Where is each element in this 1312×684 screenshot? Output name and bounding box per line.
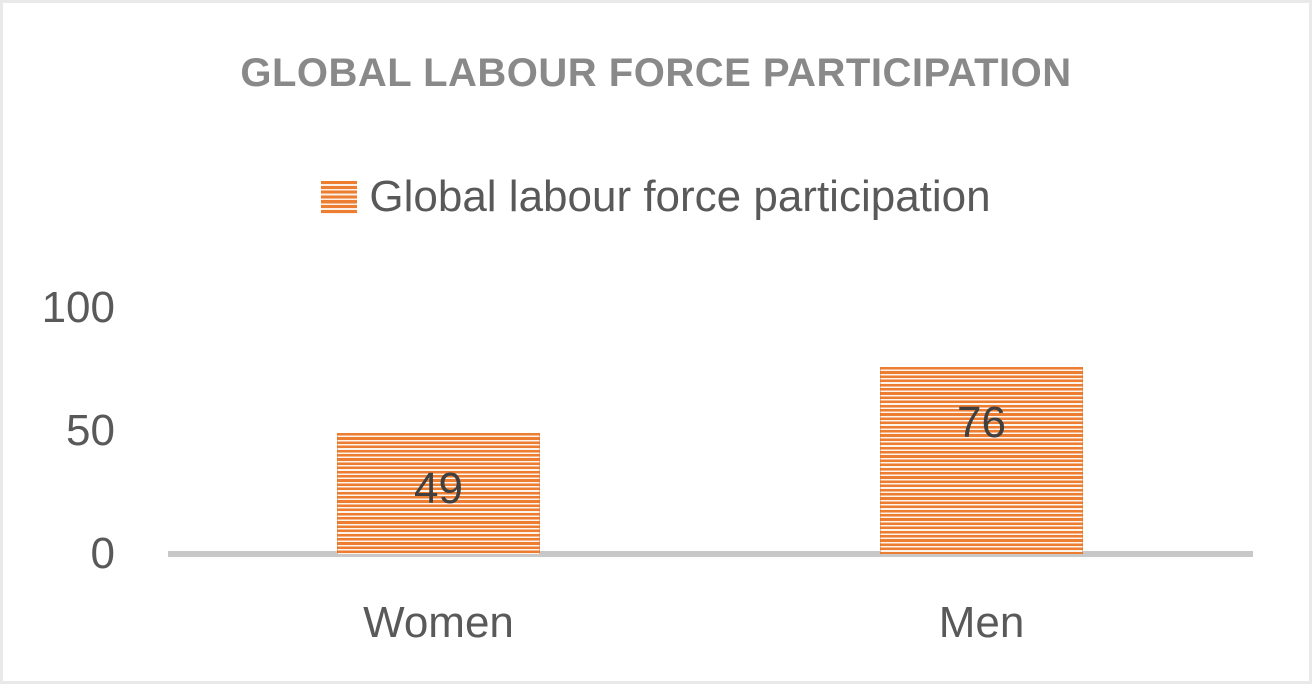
- x-axis-line: [168, 551, 1253, 557]
- x-axis-category-label-women: Women: [363, 598, 514, 647]
- y-axis-tick-label-100: 100: [41, 283, 115, 332]
- y-axis-tick-label-0: 0: [90, 529, 115, 578]
- legend-swatch-icon: [321, 180, 358, 214]
- bar-value-label-men: 76: [957, 398, 1006, 447]
- chart-title: GLOBAL LABOUR FORCE PARTICIPATION: [240, 51, 1072, 95]
- bar-value-label-women: 49: [414, 464, 463, 513]
- legend-label: Global labour force participation: [369, 172, 991, 221]
- bar-women: 49: [337, 433, 540, 554]
- bar-men: 76: [880, 367, 1083, 554]
- legend: Global labour force participation: [3, 175, 1309, 219]
- x-axis-category-label-men: Men: [938, 598, 1025, 647]
- y-axis-tick-label-50: 50: [66, 406, 115, 455]
